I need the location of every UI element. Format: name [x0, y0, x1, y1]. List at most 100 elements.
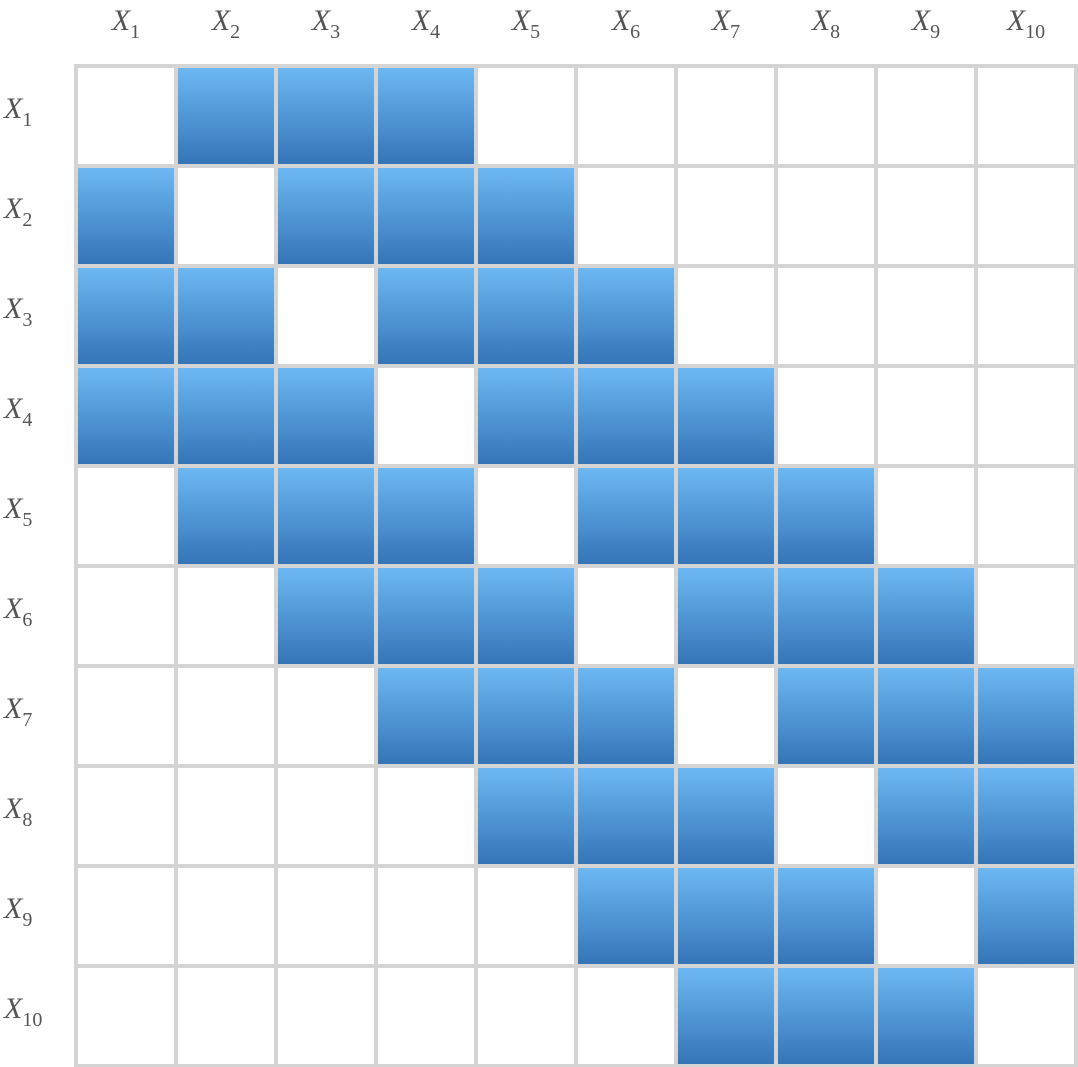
matrix-cell-filled: [278, 568, 374, 664]
column-label-base: X: [811, 4, 832, 37]
row-label-base: X: [3, 592, 24, 625]
matrix-cell-filled: [278, 68, 374, 164]
row-label-subscript: 7: [22, 709, 32, 731]
matrix-cell-filled: [378, 268, 474, 364]
row-label: X4: [3, 392, 32, 431]
matrix-cell-empty: [878, 868, 974, 964]
matrix-cell-empty: [178, 168, 274, 264]
row-label: X5: [3, 492, 32, 531]
matrix-cell-empty: [78, 968, 174, 1064]
matrix-cell-empty: [678, 268, 774, 364]
matrix-cell-filled: [778, 668, 874, 764]
matrix-cell-filled: [878, 668, 974, 764]
matrix-cell-empty: [78, 768, 174, 864]
matrix-cell-empty: [78, 668, 174, 764]
matrix-cells: [74, 64, 1078, 1067]
row-label-base: X: [3, 192, 24, 225]
matrix-cell-filled: [778, 468, 874, 564]
matrix-cell-filled: [178, 268, 274, 364]
column-label-subscript: 9: [930, 21, 940, 43]
matrix-cell-filled: [378, 668, 474, 764]
column-label-base: X: [411, 4, 432, 37]
matrix-cell-filled: [978, 768, 1074, 864]
matrix-cell-empty: [478, 68, 574, 164]
row-label: X10: [3, 992, 42, 1031]
matrix-cell-empty: [78, 868, 174, 964]
matrix-cell-empty: [578, 568, 674, 664]
column-label: X6: [611, 4, 640, 43]
column-label: X5: [511, 4, 540, 43]
matrix-cell-filled: [978, 668, 1074, 764]
row-label: X9: [3, 892, 32, 931]
matrix-cell-empty: [978, 568, 1074, 664]
column-label-base: X: [611, 4, 632, 37]
row-label-base: X: [3, 392, 24, 425]
matrix-cell-empty: [78, 68, 174, 164]
matrix-cell-empty: [878, 368, 974, 464]
matrix-cell-filled: [78, 168, 174, 264]
matrix-cell-filled: [578, 368, 674, 464]
matrix-cell-filled: [478, 568, 574, 664]
matrix-cell-empty: [978, 468, 1074, 564]
matrix-cell-filled: [978, 868, 1074, 964]
matrix-cell-empty: [978, 68, 1074, 164]
matrix-cell-filled: [278, 468, 374, 564]
matrix-cell-empty: [178, 968, 274, 1064]
row-label: X1: [3, 92, 32, 131]
matrix-cell-filled: [78, 268, 174, 364]
column-label: X3: [311, 4, 340, 43]
row-label-base: X: [3, 892, 24, 925]
column-label-subscript: 1: [130, 21, 140, 43]
column-label-subscript: 2: [230, 21, 240, 43]
matrix-cell-empty: [678, 668, 774, 764]
matrix-cell-empty: [378, 368, 474, 464]
column-label-subscript: 5: [530, 21, 540, 43]
matrix-cell-filled: [778, 968, 874, 1064]
matrix-cell-filled: [578, 268, 674, 364]
column-label-base: X: [311, 4, 332, 37]
matrix-cell-empty: [178, 768, 274, 864]
row-label-subscript: 6: [22, 609, 32, 631]
matrix-cell-filled: [778, 568, 874, 664]
column-label-base: X: [711, 4, 732, 37]
matrix-cell-empty: [978, 968, 1074, 1064]
matrix-cell-empty: [578, 68, 674, 164]
column-label-subscript: 8: [830, 21, 840, 43]
column-label-base: X: [211, 4, 232, 37]
column-label: X4: [411, 4, 440, 43]
matrix-cell-empty: [378, 868, 474, 964]
column-label-base: X: [1006, 4, 1027, 37]
matrix-cell-empty: [278, 768, 374, 864]
column-label: X10: [1006, 4, 1045, 43]
matrix-cell-empty: [78, 568, 174, 664]
matrix-cell-empty: [178, 668, 274, 764]
matrix-cell-empty: [278, 868, 374, 964]
row-label-subscript: 4: [22, 409, 32, 431]
column-label-base: X: [511, 4, 532, 37]
column-label: X2: [211, 4, 240, 43]
matrix-cell-empty: [78, 468, 174, 564]
row-label: X8: [3, 792, 32, 831]
row-label-subscript: 8: [22, 809, 32, 831]
matrix-cell-empty: [678, 168, 774, 264]
matrix-cell-empty: [878, 168, 974, 264]
matrix-cell-filled: [678, 468, 774, 564]
matrix-cell-filled: [378, 68, 474, 164]
matrix-cell-filled: [578, 468, 674, 564]
row-label-base: X: [3, 92, 24, 125]
row-label-subscript: 3: [22, 309, 32, 331]
matrix-cell-filled: [678, 968, 774, 1064]
row-label-subscript: 2: [22, 209, 32, 231]
matrix-cell-empty: [178, 568, 274, 664]
matrix-cell-empty: [778, 268, 874, 364]
column-label-subscript: 7: [730, 21, 740, 43]
matrix-cell-empty: [478, 468, 574, 564]
matrix-cell-filled: [578, 768, 674, 864]
matrix-cell-filled: [478, 368, 574, 464]
matrix-cell-filled: [478, 168, 574, 264]
matrix-cell-empty: [278, 968, 374, 1064]
matrix-cell-empty: [178, 868, 274, 964]
matrix-cell-empty: [778, 68, 874, 164]
matrix-cell-empty: [678, 68, 774, 164]
